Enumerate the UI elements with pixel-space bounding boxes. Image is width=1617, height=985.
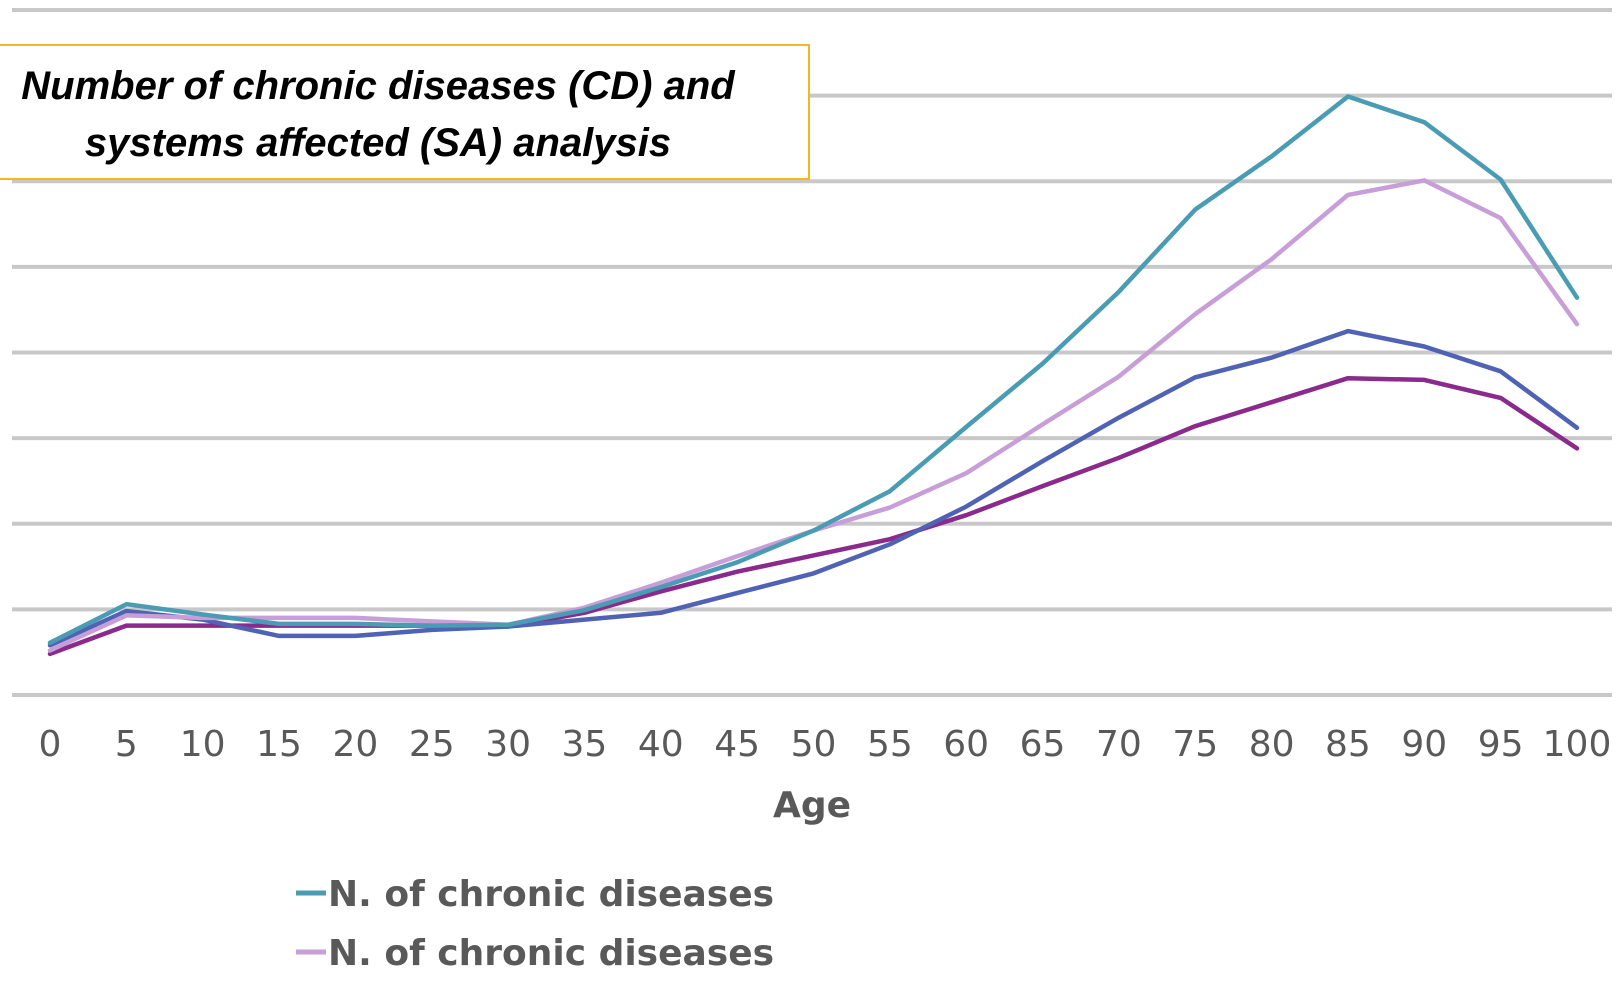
legend-label: N. of chronic diseases bbox=[328, 933, 774, 974]
x-tick-label: 15 bbox=[256, 724, 302, 765]
x-tick-label: 90 bbox=[1401, 724, 1447, 765]
x-tick-label: 5 bbox=[115, 724, 138, 765]
chart-title: Number of chronic diseases (CD) and syst… bbox=[21, 64, 735, 165]
x-tick-label: 60 bbox=[943, 724, 989, 765]
series-line-4 bbox=[47, 375, 1580, 657]
x-tick-label: 20 bbox=[332, 724, 378, 765]
x-tick-label: 10 bbox=[180, 724, 226, 765]
x-tick-label: 85 bbox=[1325, 724, 1371, 765]
x-axis-label: Age bbox=[773, 785, 851, 826]
x-tick-label: 95 bbox=[1478, 724, 1524, 765]
x-tick-labels: 0 5 10 15 20 25 30 35 40 45 50 55 60 65 70 75 80 85 90 95 10… bbox=[39, 724, 1612, 765]
series-line-3 bbox=[47, 328, 1580, 648]
x-tick-label: 35 bbox=[562, 724, 608, 765]
x-tick-label: 0 bbox=[39, 724, 62, 765]
series-lines bbox=[47, 94, 1580, 657]
x-tick-label: 70 bbox=[1096, 724, 1142, 765]
x-tick-label: 50 bbox=[791, 724, 837, 765]
x-tick-label: 100 bbox=[1543, 724, 1612, 765]
series-line-1 bbox=[47, 94, 1580, 646]
x-tick-label: 30 bbox=[485, 724, 531, 765]
x-tick-label: 25 bbox=[409, 724, 455, 765]
x-tick-label: 80 bbox=[1249, 724, 1295, 765]
legend-label: N. of chronic diseases bbox=[328, 874, 774, 915]
gridlines bbox=[12, 8, 1612, 697]
series-line-2 bbox=[47, 178, 1580, 653]
title-box: Number of chronic diseases (CD) and syst… bbox=[0, 44, 810, 180]
x-tick-label: 75 bbox=[1172, 724, 1218, 765]
x-tick-label: 45 bbox=[714, 724, 760, 765]
x-tick-label: 40 bbox=[638, 724, 684, 765]
x-tick-label: 55 bbox=[867, 724, 913, 765]
x-tick-label: 65 bbox=[1020, 724, 1066, 765]
legend: N. of chronic diseases N. of chronic dise… bbox=[296, 874, 774, 974]
